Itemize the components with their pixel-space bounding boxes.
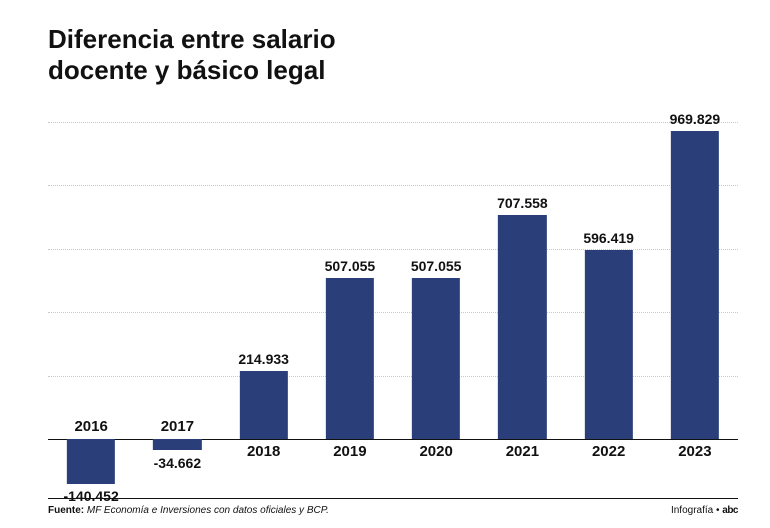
footer: Fuente: MF Economía e Inversiones con da… [48,498,738,516]
bar [412,278,460,439]
bar [326,278,374,439]
credit-brand: abc [722,505,738,516]
bar [671,131,719,439]
credit: Infografía • abc [671,505,738,516]
bar-column: 596.419 2022 [566,99,652,490]
bar [153,439,201,450]
bar-column: 969.829 2023 [652,99,738,490]
bar [498,215,546,440]
title-line-1: Diferencia entre salario [48,24,336,54]
bar-column: 507.055 2019 [307,99,393,490]
credit-label: Infografía • [671,505,720,516]
year-label: 2016 [74,418,107,435]
year-label: 2019 [333,443,366,460]
bar-value-label: 507.055 [411,258,462,274]
bar [67,439,115,484]
title-line-2: docente y básico legal [48,55,325,85]
bar-column: -140.4522016 [48,99,134,490]
bar-column: 507.055 2020 [393,99,479,490]
bar-value-label: 507.055 [325,258,376,274]
bar-value-label: 969.829 [670,111,721,127]
year-label: 2020 [419,443,452,460]
bar-value-label: -34.662 [154,455,201,471]
bar-value-label: 596.419 [583,230,634,246]
bar-column: 707.558 2021 [479,99,565,490]
year-label: 2018 [247,443,280,460]
year-label: 2017 [161,418,194,435]
bar-column: -34.662 2017 [134,99,220,490]
chart-title: Diferencia entre salario docente y básic… [48,24,738,85]
bar-value-label: -140.452 [63,488,118,504]
bar-value-label: 707.558 [497,195,548,211]
bar-column: 214.933 2018 [221,99,307,490]
source-label: Fuente: [48,505,84,516]
bar [239,371,287,439]
source-text: MF Economía e Inversiones con datos ofic… [87,505,329,516]
year-label: 2022 [592,443,625,460]
source: Fuente: MF Economía e Inversiones con da… [48,505,329,516]
bar [584,250,632,440]
year-label: 2021 [506,443,539,460]
bar-chart: -140.4522016 -34.662 2017 214.933 2018 507.05… [48,99,738,490]
year-label: 2023 [678,443,711,460]
bar-value-label: 214.933 [238,351,289,367]
